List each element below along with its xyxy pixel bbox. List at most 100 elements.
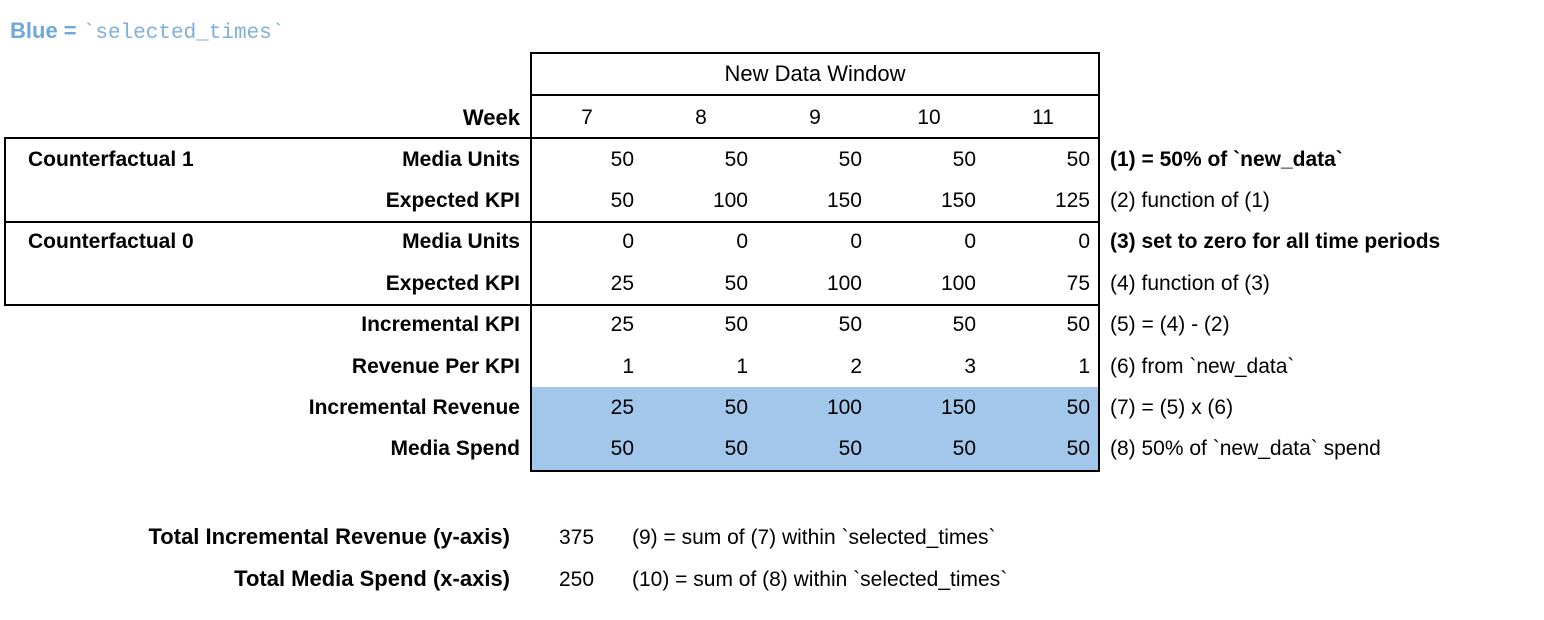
value-cell: 50 xyxy=(610,437,634,461)
week-cell: 7 xyxy=(581,105,593,129)
value-cell: 50 xyxy=(610,147,634,171)
value-cell: 50 xyxy=(952,147,976,171)
value-cell: 50 xyxy=(724,147,748,171)
value-cell: 50 xyxy=(1066,147,1090,171)
row-label: Expected KPI xyxy=(385,189,520,213)
row-label: Expected KPI xyxy=(385,271,520,295)
value-cell: 150 xyxy=(940,396,976,420)
value-cell: 50 xyxy=(952,437,976,461)
table-row-highlighted: Incremental Revenue 25 50 100 150 50 (7)… xyxy=(4,387,1540,428)
table-border-line xyxy=(4,221,1100,223)
total-incremental-revenue-row: Total Incremental Revenue (y-axis) 375 (… xyxy=(0,524,996,550)
value-cell: 0 xyxy=(850,230,862,254)
value-cell: 50 xyxy=(1066,396,1090,420)
value-cell: 125 xyxy=(1054,189,1090,213)
table-border-line xyxy=(4,304,1100,306)
value-cell: 50 xyxy=(724,313,748,337)
table-row: Expected KPI 50 100 150 150 125 (2) func… xyxy=(4,180,1540,221)
total-label: Total Incremental Revenue (y-axis) xyxy=(148,524,511,549)
table-border-line xyxy=(530,52,1100,54)
row-values: 25 50 100 100 75 xyxy=(530,272,1100,296)
value-cell: 50 xyxy=(610,189,634,213)
value-cell: 0 xyxy=(736,230,748,254)
table-row: Revenue Per KPI 1 1 2 3 1 (6) from `new_… xyxy=(4,346,1540,387)
row-label: Media Units xyxy=(402,147,520,171)
row-annotation: (6) from `new_data` xyxy=(1110,354,1295,378)
value-cell: 1 xyxy=(1078,354,1090,378)
week-label: Week xyxy=(462,104,520,130)
table-row: Counterfactual 1 Media Units 50 50 50 50… xyxy=(4,139,1540,180)
group-label: Counterfactual 0 xyxy=(28,230,194,254)
table-row: Counterfactual 0 Media Units 0 0 0 0 0 (… xyxy=(4,222,1540,263)
value-cell: 1 xyxy=(622,354,634,378)
table-row: Expected KPI 25 50 100 100 75 (4) functi… xyxy=(4,263,1540,304)
new-data-window-header: New Data Window xyxy=(724,61,906,86)
value-cell: 50 xyxy=(838,313,862,337)
row-values: 0 0 0 0 0 xyxy=(530,230,1100,254)
value-cell: 50 xyxy=(1066,437,1090,461)
row-values: 50 50 50 50 50 xyxy=(530,437,1100,461)
table-border-line xyxy=(1098,52,1100,472)
total-media-spend-row: Total Media Spend (x-axis) 250 (10) = su… xyxy=(0,566,1007,592)
value-cell: 50 xyxy=(724,271,748,295)
value-cell: 25 xyxy=(610,313,634,337)
value-cell: 50 xyxy=(724,396,748,420)
value-cell: 50 xyxy=(724,437,748,461)
row-annotation: (3) set to zero for all time periods xyxy=(1110,230,1441,254)
selected-times-highlight xyxy=(532,387,1098,470)
value-cell: 25 xyxy=(610,271,634,295)
group-label: Counterfactual 1 xyxy=(28,147,194,171)
table-border-line xyxy=(530,52,532,472)
row-values: 25 50 50 50 50 xyxy=(530,313,1100,337)
row-label: Media Spend xyxy=(390,437,520,461)
value-cell: 50 xyxy=(838,437,862,461)
table-row-highlighted: Media Spend 50 50 50 50 50 (8) 50% of `n… xyxy=(4,429,1540,470)
total-value: 375 xyxy=(559,526,595,549)
legend-code: `selected_times` xyxy=(82,22,285,45)
row-label: Media Units xyxy=(402,230,520,254)
value-cell: 2 xyxy=(850,354,862,378)
table-border-line xyxy=(530,470,1100,472)
row-annotation: (2) function of (1) xyxy=(1110,189,1270,213)
row-label: Incremental Revenue xyxy=(308,396,520,420)
legend: Blue = `selected_times` xyxy=(10,18,284,45)
value-cell: 0 xyxy=(964,230,976,254)
row-annotation: (8) 50% of `new_data` spend xyxy=(1110,437,1381,461)
row-annotation: (7) = (5) x (6) xyxy=(1110,396,1234,420)
row-annotation: (5) = (4) - (2) xyxy=(1110,313,1230,337)
value-cell: 100 xyxy=(826,396,862,420)
row-label: Incremental KPI xyxy=(361,313,520,337)
week-cell: 11 xyxy=(1032,105,1054,129)
value-cell: 150 xyxy=(940,189,976,213)
total-value: 250 xyxy=(559,568,595,591)
week-cell: 8 xyxy=(695,105,707,129)
table-row: Incremental KPI 25 50 50 50 50 (5) = (4)… xyxy=(4,305,1540,346)
week-cell: 10 xyxy=(917,105,941,129)
value-cell: 0 xyxy=(1078,230,1090,254)
value-cell: 100 xyxy=(940,271,976,295)
value-cell: 1 xyxy=(736,354,748,378)
legend-label: Blue = xyxy=(10,18,83,43)
value-cell: 100 xyxy=(826,271,862,295)
week-cell: 9 xyxy=(809,105,821,129)
value-cell: 0 xyxy=(622,230,634,254)
table-border-line xyxy=(530,94,1100,96)
week-row: Week 7 8 9 10 11 xyxy=(4,96,1204,139)
row-values: 25 50 100 150 50 xyxy=(530,396,1100,420)
row-values: 1 1 2 3 1 xyxy=(530,355,1100,379)
row-annotation: (1) = 50% of `new_data` xyxy=(1110,147,1343,171)
value-cell: 25 xyxy=(610,396,634,420)
value-cell: 150 xyxy=(826,189,862,213)
total-label: Total Media Spend (x-axis) xyxy=(234,566,510,591)
row-label: Revenue Per KPI xyxy=(351,354,520,378)
row-values: 50 50 50 50 50 xyxy=(530,148,1100,172)
row-values: 50 100 150 150 125 xyxy=(530,189,1100,213)
value-cell: 50 xyxy=(952,313,976,337)
table-border-line xyxy=(4,137,1100,139)
table-body: Counterfactual 1 Media Units 50 50 50 50… xyxy=(4,139,1540,470)
total-annotation: (9) = sum of (7) within `selected_times` xyxy=(632,526,996,549)
row-annotation: (4) function of (3) xyxy=(1110,271,1270,295)
value-cell: 100 xyxy=(712,189,748,213)
value-cell: 50 xyxy=(838,147,862,171)
